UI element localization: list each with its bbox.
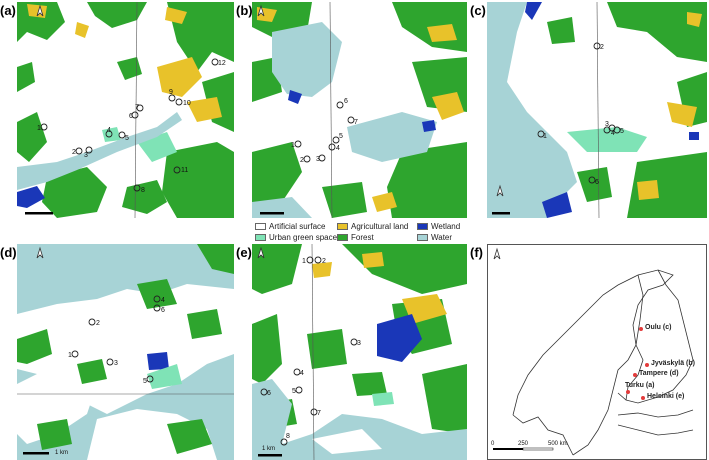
map-legend: Artificial surface Agricultural land Wet… xyxy=(255,222,470,244)
panel-label-f: (f) xyxy=(470,245,483,260)
site-label-c-4: 4 xyxy=(611,130,615,137)
scale-tick-0: 0 xyxy=(491,441,495,447)
site-label-e-2: 2 xyxy=(322,258,326,265)
site-label-a-7: 7 xyxy=(135,104,139,111)
legend-item-artificial: Artificial surface xyxy=(255,222,325,231)
site-label-a-12: 12 xyxy=(218,60,226,67)
map-d-svg: 1 2 3 4 5 6 1 km xyxy=(17,244,234,460)
site-label-a-11: 11 xyxy=(181,167,188,174)
city-label-jyvaskyla: Jyväskylä (b) xyxy=(651,360,695,367)
site-label-e-7: 7 xyxy=(317,410,321,417)
legend-label: Wetland xyxy=(431,222,461,231)
legend-swatch xyxy=(417,223,428,230)
map-panel-c: 1 2 3 4 5 6 xyxy=(487,2,707,218)
legend-item-agricultural: Agricultural land xyxy=(337,222,408,231)
scale-tick-500: 500 km xyxy=(548,441,568,447)
north-arrow-icon xyxy=(36,4,44,17)
site-label-e-8: 8 xyxy=(286,433,290,440)
legend-item-wetland: Wetland xyxy=(417,222,460,231)
map-panel-f: 0 250 500 km Oulu (c) Jyväskylä (b) Tamp… xyxy=(487,244,707,460)
site-label-b-1: 1 xyxy=(291,142,295,149)
site-label-a-3: 3 xyxy=(84,152,88,159)
site-label-d-6: 6 xyxy=(161,307,165,314)
map-e-svg: 1 2 3 4 5 6 7 8 1 km xyxy=(252,244,467,460)
panel-label-e: (e) xyxy=(236,245,252,260)
map-panel-d: 1 2 3 4 5 6 1 km xyxy=(17,244,234,460)
map-panel-e: 1 2 3 4 5 6 7 8 1 km xyxy=(252,244,467,460)
site-label-b-6: 6 xyxy=(344,98,348,105)
scale-label-e: 1 km xyxy=(262,446,275,452)
map-panel-a: 1 2 3 4 5 6 7 8 9 10 11 12 xyxy=(17,2,234,218)
legend-label: Water xyxy=(431,233,453,242)
north-arrow-icon xyxy=(36,246,44,259)
map-f-svg: 0 250 500 km xyxy=(488,245,706,459)
site-label-e-4: 4 xyxy=(300,370,304,377)
legend-item-urban-green: Urban green space xyxy=(255,233,337,242)
map-c-svg: 1 2 3 4 5 6 xyxy=(487,2,707,218)
site-label-a-10: 10 xyxy=(183,100,191,107)
panel-label-c: (c) xyxy=(470,3,486,18)
site-label-c-2: 2 xyxy=(600,44,604,51)
site-label-b-5: 5 xyxy=(339,133,343,140)
north-arrow-icon xyxy=(257,246,265,259)
panel-label-b: (b) xyxy=(236,3,253,18)
site-label-c-1: 1 xyxy=(543,133,547,140)
legend-swatch xyxy=(255,223,266,230)
site-label-d-2: 2 xyxy=(96,320,100,327)
legend-swatch xyxy=(417,234,428,241)
map-b-svg: 1 2 3 4 5 6 7 xyxy=(252,2,467,218)
legend-label: Artificial surface xyxy=(269,222,326,231)
north-arrow-icon xyxy=(257,4,265,17)
legend-item-forest: Forest xyxy=(337,233,374,242)
site-label-c-6: 6 xyxy=(595,179,599,186)
site-label-b-7: 7 xyxy=(354,119,358,126)
city-label-helsinki: Helsinki (e) xyxy=(647,393,685,400)
site-label-b-3: 3 xyxy=(316,156,320,163)
site-label-d-5: 5 xyxy=(143,378,147,385)
site-label-b-4: 4 xyxy=(336,145,340,152)
legend-label: Agricultural land xyxy=(351,222,409,231)
site-label-d-3: 3 xyxy=(114,360,118,367)
city-label-tampere: Tampere (d) xyxy=(639,370,679,377)
panel-label-a: (a) xyxy=(0,3,16,18)
site-label-a-8: 8 xyxy=(141,187,145,194)
site-label-a-2: 2 xyxy=(72,149,76,156)
site-label-a-4: 4 xyxy=(107,127,111,134)
site-label-e-6: 6 xyxy=(267,390,271,397)
north-arrow-icon xyxy=(493,247,501,260)
site-label-d-4: 4 xyxy=(161,297,165,304)
site-label-b-2: 2 xyxy=(300,157,304,164)
legend-swatch xyxy=(337,234,348,241)
site-label-a-9: 9 xyxy=(169,89,173,96)
site-label-c-5: 5 xyxy=(620,128,624,135)
map-panel-b: 1 2 3 4 5 6 7 xyxy=(252,2,467,218)
site-label-d-1: 1 xyxy=(68,352,72,359)
site-label-a-6: 6 xyxy=(129,113,133,120)
site-label-a-5: 5 xyxy=(125,135,129,142)
site-label-e-1: 1 xyxy=(302,258,306,265)
site-label-c-3: 3 xyxy=(605,121,609,128)
legend-swatch xyxy=(337,223,348,230)
site-label-e-5: 5 xyxy=(292,388,296,395)
north-arrow-icon xyxy=(496,184,504,197)
legend-swatch xyxy=(255,234,266,241)
panel-label-d: (d) xyxy=(0,245,17,260)
site-label-e-3: 3 xyxy=(357,340,361,347)
site-label-a-1: 1 xyxy=(37,125,41,132)
city-label-oulu: Oulu (c) xyxy=(645,324,672,331)
legend-label: Forest xyxy=(351,233,374,242)
scale-tick-250: 250 xyxy=(518,441,529,447)
city-label-turku: Turku (a) xyxy=(625,382,655,389)
map-a-svg: 1 2 3 4 5 6 7 8 9 10 11 12 xyxy=(17,2,234,218)
legend-label: Urban green space xyxy=(269,233,338,242)
legend-item-water: Water xyxy=(417,233,452,242)
scale-label-d: 1 km xyxy=(55,450,68,456)
